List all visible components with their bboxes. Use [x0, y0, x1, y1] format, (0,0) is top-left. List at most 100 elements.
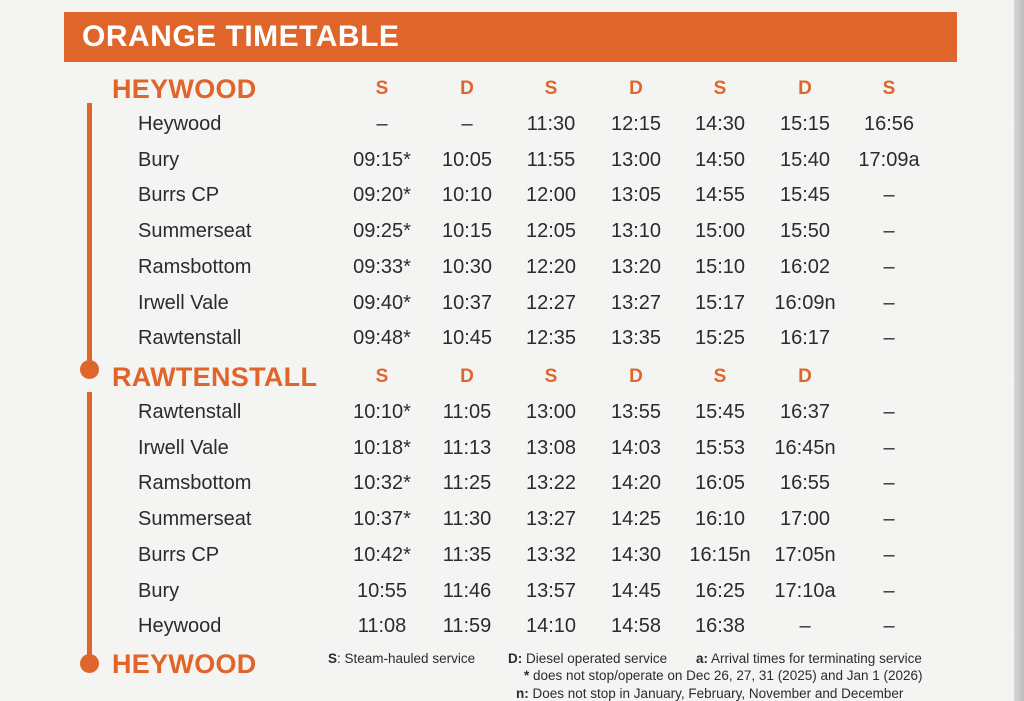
- timetable-row: Rawtenstall 10:10* 11:05 13:00 13:55 15:45 16:…: [0, 401, 1000, 431]
- departure-time: 14:30: [694, 113, 746, 135]
- departure-time: –: [883, 184, 895, 206]
- departure-time: 13:10: [610, 220, 662, 242]
- departure-time: 10:15: [441, 220, 493, 242]
- departure-time: 11:30: [526, 113, 576, 135]
- service-type-header: D: [460, 366, 474, 387]
- departure-time: –: [883, 615, 895, 637]
- legend-a-text: Arrival times for terminating service: [708, 651, 922, 666]
- departure-time: 10:37*: [353, 508, 411, 530]
- departure-time: 14:30: [610, 544, 662, 566]
- station-name: Rawtenstall: [138, 401, 242, 423]
- departure-time: 10:30: [441, 256, 493, 278]
- departure-time: 09:40*: [353, 292, 411, 314]
- departure-time: 10:18*: [353, 437, 411, 459]
- legend-steam: S: Steam-hauled service: [328, 651, 475, 666]
- departure-time: 10:10*: [353, 401, 411, 423]
- station-name: Burrs CP: [138, 184, 220, 206]
- departure-time: 17:05n: [774, 544, 836, 566]
- service-type-header: S: [544, 366, 558, 387]
- departure-time: –: [883, 256, 895, 278]
- departure-time: 11:13: [442, 437, 492, 459]
- departure-time: 12:15: [610, 113, 662, 135]
- service-type-header: D: [798, 78, 812, 99]
- timetable-row: Ramsbottom 10:32* 11:25 13:22 14:20 16:05 16:5…: [0, 472, 1000, 502]
- departure-time: 13:05: [610, 184, 662, 206]
- departure-time: 10:05: [441, 149, 493, 171]
- departure-time: 16:10: [694, 508, 746, 530]
- departure-time: 10:45: [441, 327, 493, 349]
- legend-n: n: Does not stop in January, February, N…: [516, 686, 903, 701]
- timetable-row: Heywood 11:08 11:59 14:10 14:58 16:38 – –: [0, 615, 1000, 645]
- station-name: Bury: [138, 149, 180, 171]
- departure-time: 13:20: [610, 256, 662, 278]
- departure-time: 13:27: [525, 508, 577, 530]
- departure-time: 15:45: [694, 401, 746, 423]
- route-line-return: [87, 392, 92, 664]
- service-type-header: S: [713, 78, 727, 99]
- legend-star-key: *: [524, 668, 530, 683]
- departure-time: 12:35: [525, 327, 577, 349]
- timetable-row: Summerseat 10:37* 11:30 13:27 14:25 16:10 17:0…: [0, 508, 1000, 538]
- service-type-header: D: [798, 366, 812, 387]
- departure-time: 11:59: [442, 615, 492, 637]
- departure-time: 14:10: [525, 615, 577, 637]
- departure-time: –: [461, 113, 473, 135]
- legend-a-key: a:: [696, 651, 709, 666]
- departure-time: 15:45: [779, 184, 831, 206]
- route-stop-dot: [80, 360, 99, 379]
- departure-time: 14:50: [694, 149, 746, 171]
- departure-time: 16:38: [694, 615, 746, 637]
- legend-s-key: S: [328, 651, 338, 666]
- departure-time: 10:37: [441, 292, 493, 314]
- departure-time: 16:09n: [774, 292, 836, 314]
- departure-time: –: [883, 292, 895, 314]
- timetable-row: Rawtenstall 09:48* 10:45 12:35 13:35 15:25 16:…: [0, 327, 1000, 357]
- departure-time: 13:35: [610, 327, 662, 349]
- service-type-header: S: [375, 366, 389, 387]
- station-name: Bury: [138, 580, 180, 602]
- departure-time: –: [883, 508, 895, 530]
- timetable-row: Irwell Vale 09:40* 10:37 12:27 13:27 15:17 16:…: [0, 292, 1000, 322]
- departure-time: 11:35: [442, 544, 492, 566]
- departure-time: –: [883, 401, 895, 423]
- service-type-header: D: [629, 366, 643, 387]
- departure-time: 09:15*: [353, 149, 411, 171]
- service-type-header: D: [460, 78, 474, 99]
- departure-time: 14:03: [610, 437, 662, 459]
- departure-time: 12:00: [525, 184, 577, 206]
- departure-time: 15:00: [694, 220, 746, 242]
- departure-time: 17:09a: [858, 149, 920, 171]
- departure-time: 11:25: [442, 472, 492, 494]
- station-name: Summerseat: [138, 508, 252, 530]
- departure-time: 11:30: [442, 508, 492, 530]
- timetable-row: Irwell Vale 10:18* 11:13 13:08 14:03 15:53 16:…: [0, 437, 1000, 467]
- departure-time: 14:25: [610, 508, 662, 530]
- departure-time: 14:55: [694, 184, 746, 206]
- departure-time: –: [883, 544, 895, 566]
- departure-time: 14:58: [610, 615, 662, 637]
- departure-time: –: [883, 580, 895, 602]
- departure-time: –: [799, 615, 811, 637]
- departure-time: 17:00: [779, 508, 831, 530]
- station-name: Irwell Vale: [138, 292, 229, 314]
- departure-time: 12:05: [525, 220, 577, 242]
- departure-time: 11:55: [526, 149, 576, 171]
- section-title-heywood: HEYWOOD: [112, 74, 257, 104]
- legend-d-key: D:: [508, 651, 523, 666]
- departure-time: 12:20: [525, 256, 577, 278]
- departure-time: 16:25: [694, 580, 746, 602]
- departure-time: 10:55: [356, 580, 408, 602]
- page-edge: [1014, 0, 1024, 701]
- departure-time: 16:17: [779, 327, 831, 349]
- section-title-heywood-end: HEYWOOD: [112, 649, 257, 679]
- departure-time: 15:53: [694, 437, 746, 459]
- timetable-row: Heywood – – 11:30 12:15 14:30 15:15 16:56: [0, 113, 1000, 143]
- departure-time: –: [883, 472, 895, 494]
- service-type-header: S: [544, 78, 558, 99]
- departure-time: 13:32: [525, 544, 577, 566]
- departure-time: 13:22: [525, 472, 577, 494]
- departure-time: 11:46: [442, 580, 492, 602]
- departure-time: 15:25: [694, 327, 746, 349]
- timetable-row: Burrs CP 09:20* 10:10 12:00 13:05 14:55 15:45 –: [0, 184, 1000, 214]
- station-name: Ramsbottom: [138, 472, 252, 494]
